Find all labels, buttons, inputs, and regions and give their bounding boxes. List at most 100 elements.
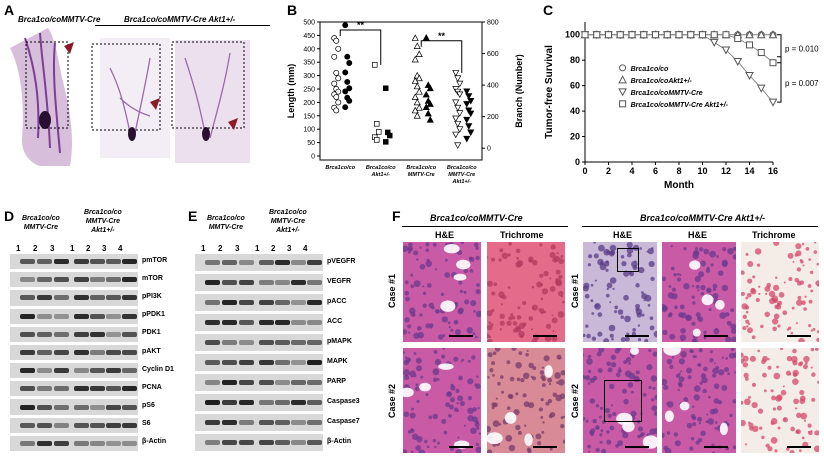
tissue-cell (783, 417, 786, 421)
tissue-cell (677, 388, 680, 392)
tissue-cell (648, 348, 652, 352)
blot-band (205, 380, 220, 385)
tissue-cell (530, 375, 534, 379)
data-point (756, 84, 766, 93)
tissue-cell (555, 278, 562, 285)
tissue-cell (548, 414, 553, 419)
y-tick-label: 0 (575, 157, 580, 167)
data-point (757, 49, 765, 57)
tissue-cell (519, 334, 524, 339)
tissue-cell (810, 348, 815, 352)
tissue-cell (515, 248, 521, 254)
data-point (618, 88, 627, 97)
data-point (581, 31, 589, 39)
fat-vacuole (544, 365, 553, 378)
tissue-cell (803, 307, 807, 311)
tissue-cell (454, 329, 461, 336)
arrow-marker-icon (150, 98, 160, 110)
tissue-cell (764, 285, 771, 292)
tissue-cell (807, 284, 812, 288)
blot-band (291, 420, 306, 425)
blot-band (205, 420, 220, 425)
tissue-cell (464, 299, 470, 305)
data-point (426, 116, 434, 123)
tissue-cell (668, 284, 672, 288)
data-point (411, 93, 419, 100)
tissue-cell (512, 328, 518, 333)
tissue-cell (794, 277, 800, 283)
tissue-cell (601, 448, 607, 453)
tissue-cell (683, 247, 687, 251)
fat-vacuole (438, 363, 454, 370)
tissue-cell (801, 436, 805, 440)
tissue-cell (560, 423, 565, 429)
tissue-cell (461, 358, 465, 362)
y2-axis-label: Branch (Number) (514, 54, 524, 128)
tissue-cell (595, 447, 600, 453)
tissue-cell (741, 352, 744, 358)
blot-band (106, 349, 121, 355)
tissue-cell (689, 349, 694, 353)
blot-band (122, 259, 137, 265)
whole-mount-images (10, 28, 250, 166)
blot-band (239, 300, 254, 305)
blot-band (222, 300, 237, 305)
data-point (422, 103, 430, 111)
tissue-cell (555, 269, 561, 275)
tissue-cell (691, 284, 695, 288)
tissue-cell (635, 303, 641, 309)
plot-frame (319, 21, 483, 161)
blot-band (275, 340, 290, 345)
tissue-cell (795, 407, 798, 410)
tissue-cell (624, 336, 630, 342)
whole-mount-image-3 (171, 40, 250, 163)
tissue-cell (506, 406, 511, 411)
blot-row-label: Caspase7 (327, 417, 360, 425)
blot-band (54, 259, 69, 265)
blot-band (222, 400, 237, 405)
tissue-cell (411, 433, 419, 440)
tissue-cell (538, 407, 543, 412)
tissue-cell (726, 320, 732, 326)
blot-group2-label: Brca1co/co MMTV-Cre Akt1+/- (84, 209, 122, 234)
blot-band (239, 420, 254, 425)
data-point (452, 99, 460, 107)
lane-number: 2 (33, 244, 38, 253)
data-point (456, 80, 464, 88)
tissue-cell (747, 322, 751, 326)
tissue-cell (763, 389, 767, 393)
blot-band (205, 300, 220, 305)
blot-band (74, 295, 89, 301)
tissue-cell (799, 449, 802, 452)
blot-row-label: PARP (327, 377, 346, 385)
tissue-cell (680, 338, 684, 342)
tissue-cell (448, 404, 454, 410)
lane-number: 2 (271, 244, 276, 253)
tissue-cell (693, 355, 697, 359)
blot-band (37, 386, 52, 392)
tissue-cell (712, 292, 719, 299)
tissue-cell (808, 299, 813, 304)
tissue-cell (459, 289, 463, 294)
western-blot-d: Brca1co/co MMTV-Cre Brca1co/co MMTV-Cre A… (0, 208, 200, 457)
fat-vacuole (679, 401, 690, 411)
tissue-cell (721, 284, 729, 292)
tissue-cell (606, 282, 613, 289)
tissue-cell (408, 331, 411, 334)
y-tick-label: 100 (303, 127, 315, 134)
y-tick-label: 400 (303, 46, 315, 53)
blot-band (20, 422, 35, 428)
tissue-cell (507, 253, 511, 257)
tissue-cell (540, 311, 544, 315)
blot-band (259, 340, 274, 345)
tissue-cell (560, 370, 565, 376)
tissue-cell (500, 303, 504, 306)
tissue-cell (543, 355, 550, 362)
category-label: MMTV-Cre (448, 172, 475, 178)
y-tick-label: 300 (303, 73, 315, 80)
tissue-cell (487, 324, 493, 331)
tissue-cell (641, 313, 645, 317)
blot-row-label: β-Actin (142, 438, 167, 446)
tissue-cell (551, 317, 558, 324)
tissue-cell (583, 333, 586, 337)
